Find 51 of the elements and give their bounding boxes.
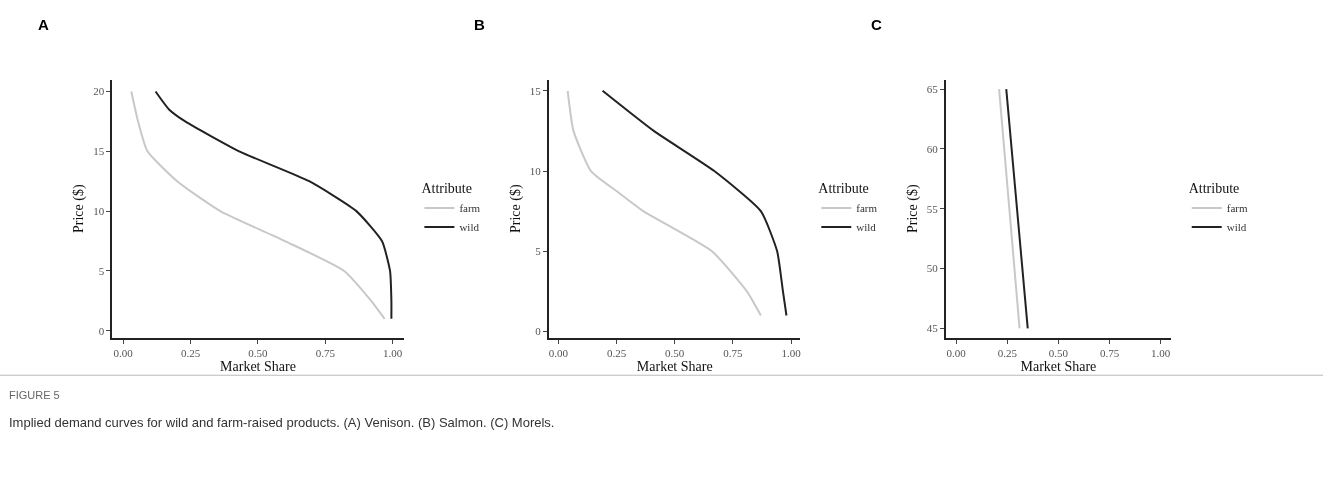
y-axis-title: Price ($) <box>507 184 524 234</box>
x-tick-label: 0.75 <box>723 347 744 360</box>
y-tick-label: 5 <box>535 245 542 258</box>
text: Implied demand curves for wild and farm-raised products. (A) Venison. (B) Salmon. (C) Morels. <box>9 415 555 430</box>
legend-title: Attribute <box>421 181 472 197</box>
legend-label: farm <box>459 202 481 215</box>
y-tick-label: 60 <box>926 142 939 155</box>
y-tick-label: 15 <box>529 84 542 97</box>
chart-title: A <box>38 16 49 33</box>
y-tick-label: 65 <box>926 82 939 95</box>
legend-label: wild <box>1226 221 1247 234</box>
y-tick-label: 55 <box>926 202 939 215</box>
legend-label: wild <box>459 221 480 234</box>
x-tick-label: 0.50 <box>1048 347 1069 360</box>
x-tick-label: 1.00 <box>781 347 802 360</box>
legend-label: farm <box>1226 202 1248 215</box>
y-axis-title: Price ($) <box>71 184 88 234</box>
x-tick-label: 0.75 <box>1099 347 1120 360</box>
line-series <box>566 89 762 317</box>
x-axis-title: Market Share <box>1020 359 1097 375</box>
y-tick-label: 5 <box>98 264 105 277</box>
legend-title: Attribute <box>1188 181 1240 197</box>
legend-label: farm <box>856 202 878 215</box>
y-tick-label: 0 <box>98 324 105 337</box>
legend-label: wild <box>856 221 877 234</box>
x-tick-label: 0.25 <box>180 347 201 360</box>
y-tick-label: 0 <box>535 325 542 338</box>
legend-title: Attribute <box>818 181 869 197</box>
y-tick-label: 10 <box>529 164 542 177</box>
x-tick-label: 0.50 <box>248 347 269 360</box>
x-tick-label: 0.00 <box>113 347 134 360</box>
x-axis-title: Market Share <box>220 359 296 375</box>
x-tick-label: 0.25 <box>606 347 627 360</box>
y-tick-label: 15 <box>93 145 105 158</box>
chart-title: B <box>474 16 485 33</box>
x-tick-label: 1.00 <box>383 347 403 360</box>
x-tick-label: 0.75 <box>315 347 336 360</box>
x-tick-label: 0.00 <box>946 347 967 360</box>
chart-title: C <box>871 16 882 33</box>
y-tick-label: 50 <box>926 262 939 275</box>
x-tick-label: 0.00 <box>548 347 569 360</box>
caption: FIGURE 5 <box>9 389 60 401</box>
y-tick-label: 20 <box>93 85 105 98</box>
y-tick-label: 45 <box>926 322 939 335</box>
x-tick-label: 0.50 <box>665 347 685 360</box>
x-tick-label: 0.25 <box>997 347 1018 360</box>
x-axis-title: Market Share <box>636 359 713 375</box>
line-series <box>601 89 788 317</box>
y-axis-title: Price ($) <box>904 184 921 234</box>
x-tick-label: 1.00 <box>1151 347 1171 360</box>
y-tick-label: 10 <box>93 204 105 217</box>
